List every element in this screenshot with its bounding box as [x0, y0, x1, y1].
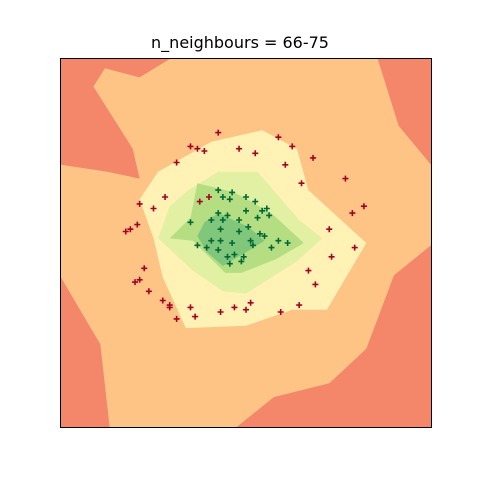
scatter-point-series-1 [268, 244, 275, 251]
scatter-point-series-2 [247, 299, 254, 306]
scatter-point-series-1 [224, 253, 231, 260]
scatter-point-series-2 [150, 205, 157, 212]
scatter-point-series-2 [275, 134, 282, 141]
scatter-point-series-2 [187, 304, 194, 311]
scatter-point-series-2 [127, 226, 134, 233]
scatter-point-series-1 [249, 242, 256, 249]
scatter-point-series-2 [162, 194, 169, 200]
scatter-point-series-1 [243, 207, 249, 214]
scatter-point-series-1 [226, 196, 233, 203]
scatter-point-series-1 [208, 237, 215, 244]
scatter-point-series-1 [263, 205, 270, 212]
scatter-point-series-2 [141, 265, 148, 272]
scatter-point-series-2 [196, 198, 203, 205]
scatter-point-series-2 [252, 150, 259, 157]
scatter-point-series-1 [217, 226, 224, 233]
scatter-point-series-1 [261, 233, 268, 240]
scatter-point-series-2 [194, 145, 201, 152]
contour-region-level-6 [197, 213, 265, 266]
scatter-point-series-2 [328, 253, 335, 260]
scatter-point-series-1 [226, 260, 233, 267]
scatter-point-series-2 [310, 154, 317, 161]
scatter-point-series-2 [289, 143, 296, 150]
data-points [122, 129, 367, 322]
scatter-point-series-1 [208, 217, 215, 223]
scatter-point-series-1 [231, 251, 238, 258]
scatter-point-series-1 [252, 198, 259, 205]
scatter-point-series-1 [224, 212, 231, 219]
scatter-point-series-2 [312, 281, 319, 288]
scatter-point-series-1 [245, 223, 252, 230]
scatter-point-series-2 [231, 304, 238, 311]
scatter-point-series-2 [298, 180, 305, 187]
scatter-point-series-2 [122, 228, 129, 235]
scatter-point-series-1 [217, 237, 224, 244]
scatter-point-series-2 [282, 161, 289, 168]
scatter-point-series-1 [254, 214, 261, 221]
scatter-point-series-1 [229, 189, 236, 196]
scatter-point-series-2 [206, 194, 212, 200]
scatter-point-series-1 [247, 237, 254, 244]
scatter-point-series-1 [243, 194, 249, 200]
scatter-point-series-1 [259, 207, 266, 214]
scatter-point-series-1 [236, 217, 243, 223]
scatter-point-series-1 [194, 242, 201, 249]
scatter-point-series-2 [305, 267, 312, 274]
scatter-point-series-2 [349, 210, 356, 217]
plot-frame [60, 58, 432, 428]
scatter-point-series-1 [229, 240, 236, 246]
scatter-point-series-1 [256, 230, 263, 237]
scatter-point-series-2 [326, 226, 333, 233]
chart-title: n_neighbours = 66-75 [151, 33, 329, 52]
scatter-point-series-1 [236, 228, 243, 235]
scatter-point-series-2 [159, 297, 166, 304]
scatter-point-series-1 [266, 212, 273, 219]
scatter-point-series-1 [275, 237, 282, 244]
scatter-point-series-1 [240, 253, 247, 260]
scatter-point-series-2 [136, 276, 143, 283]
scatter-point-series-2 [134, 221, 141, 228]
scatter-point-series-2 [360, 203, 367, 210]
decision-regions [61, 59, 431, 427]
scatter-point-series-1 [238, 258, 245, 265]
scatter-point-series-2 [215, 129, 222, 136]
scatter-point-series-2 [145, 288, 152, 295]
scatter-point-series-2 [342, 175, 349, 182]
scatter-point-series-2 [187, 143, 194, 150]
scatter-point-series-2 [236, 145, 243, 152]
scatter-point-series-2 [351, 244, 358, 251]
scatter-point-series-2 [217, 309, 224, 315]
scatter-point-series-1 [219, 217, 226, 223]
scatter-point-series-2 [201, 148, 208, 154]
scatter-point-series-1 [219, 194, 226, 200]
scatter-point-series-1 [215, 187, 222, 194]
scatter-point-series-1 [284, 240, 291, 246]
scatter-point-series-2 [136, 200, 143, 207]
scatter-point-series-1 [203, 244, 210, 251]
scatter-point-series-1 [215, 246, 222, 253]
scatter-point-series-2 [192, 313, 199, 320]
scatter-point-series-2 [166, 304, 173, 311]
scatter-point-series-2 [243, 306, 249, 313]
scatter-point-series-1 [187, 219, 194, 226]
scatter-point-series-2 [296, 302, 303, 309]
scatter-point-series-2 [132, 279, 138, 286]
scatter-point-series-2 [277, 309, 284, 315]
scatter-point-series-1 [215, 210, 222, 217]
scatter-point-series-2 [173, 159, 180, 166]
scatter-point-series-2 [173, 315, 180, 322]
